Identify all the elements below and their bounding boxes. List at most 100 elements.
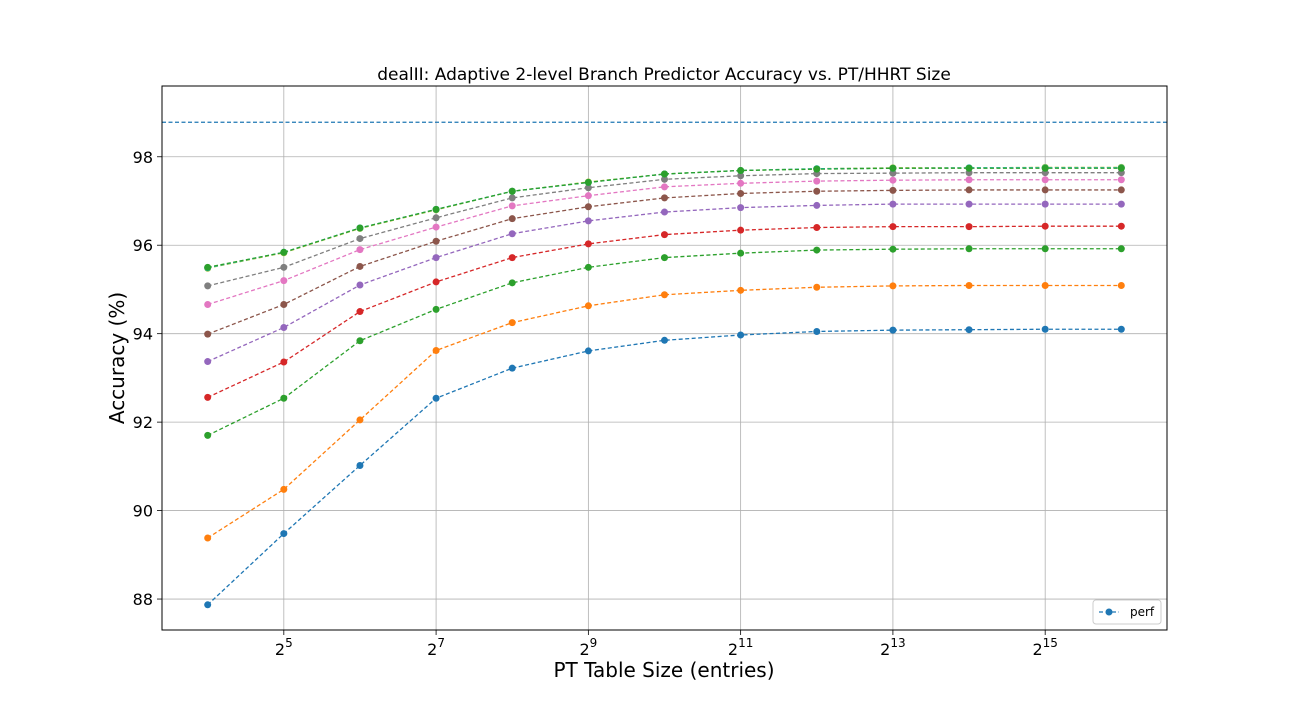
- data-point: [432, 305, 440, 313]
- data-point: [584, 263, 592, 271]
- data-point: [965, 200, 973, 208]
- data-point: [356, 224, 364, 232]
- data-point: [1117, 245, 1125, 253]
- data-point: [204, 300, 212, 308]
- data-point: [737, 226, 745, 234]
- chart-title: dealII: Adaptive 2-level Branch Predicto…: [377, 65, 951, 85]
- data-point: [1117, 186, 1125, 194]
- legend-marker-perf: [1105, 608, 1113, 616]
- data-point: [280, 323, 288, 331]
- data-point: [280, 300, 288, 308]
- data-point: [661, 231, 668, 239]
- data-point: [432, 278, 440, 286]
- data-point: [965, 326, 973, 334]
- data-point: [1041, 200, 1049, 208]
- data-point: [508, 254, 516, 262]
- data-point: [889, 164, 897, 172]
- x-tick-label: 27: [427, 636, 445, 659]
- data-point: [1117, 281, 1125, 289]
- data-point: [508, 202, 516, 210]
- data-point: [356, 461, 364, 469]
- data-point: [280, 248, 288, 256]
- data-point: [661, 208, 668, 216]
- data-point: [432, 237, 440, 245]
- data-point: [432, 214, 440, 222]
- y-axis: 88 90 92 94 96 98: [133, 148, 162, 609]
- data-point: [584, 302, 592, 310]
- x-tick-label: 215: [1032, 636, 1057, 659]
- data-point: [661, 291, 668, 299]
- series-2: [204, 245, 1125, 439]
- data-point: [432, 394, 440, 402]
- data-point: [280, 394, 288, 402]
- data-point: [889, 169, 897, 177]
- x-tick-label: 213: [880, 636, 905, 659]
- series-1: [204, 281, 1125, 542]
- data-point: [813, 201, 821, 209]
- data-point: [965, 176, 973, 184]
- data-point: [1041, 176, 1049, 184]
- grid: [162, 86, 1167, 630]
- data-point: [508, 230, 516, 238]
- data-point: [204, 534, 212, 542]
- data-point: [965, 281, 973, 289]
- series-0: [204, 325, 1125, 609]
- data-point: [737, 249, 745, 257]
- data-point: [737, 166, 745, 174]
- data-point: [813, 187, 821, 195]
- y-tick-label: 94: [133, 325, 153, 344]
- data-point: [584, 347, 592, 355]
- y-tick-label: 96: [133, 236, 153, 255]
- data-point: [661, 183, 668, 191]
- data-point: [204, 330, 212, 338]
- data-point: [737, 179, 745, 187]
- data-point: [356, 308, 364, 316]
- data-point: [889, 200, 897, 208]
- data-point: [584, 240, 592, 248]
- legend: perf: [1092, 599, 1162, 625]
- data-point: [432, 254, 440, 262]
- data-point: [204, 263, 212, 271]
- data-point: [356, 235, 364, 243]
- data-point: [508, 364, 516, 372]
- data-point: [737, 204, 745, 212]
- data-point: [889, 223, 897, 231]
- data-point: [584, 203, 592, 211]
- data-point: [280, 530, 288, 538]
- series-3: [204, 222, 1125, 401]
- data-point: [1117, 200, 1125, 208]
- data-point: [508, 187, 516, 195]
- x-tick-label: 25: [275, 636, 293, 659]
- data-point: [813, 327, 821, 335]
- y-tick-label: 88: [133, 590, 153, 609]
- data-point: [508, 319, 516, 327]
- data-point: [280, 263, 288, 271]
- data-point: [661, 336, 668, 344]
- series-4: [204, 200, 1125, 366]
- data-point: [432, 346, 440, 354]
- data-point: [965, 164, 973, 172]
- data-point: [508, 215, 516, 223]
- legend-label-perf: perf: [1130, 605, 1155, 619]
- data-point: [889, 176, 897, 184]
- data-point: [889, 326, 897, 334]
- data-point: [204, 601, 212, 609]
- data-point: [1117, 222, 1125, 230]
- data-point: [813, 224, 821, 232]
- data-point: [1041, 186, 1049, 194]
- data-point: [1041, 281, 1049, 289]
- data-point: [584, 184, 592, 192]
- data-point: [204, 282, 212, 290]
- data-point: [889, 282, 897, 290]
- data-point: [356, 262, 364, 270]
- plot-area-frame: [161, 85, 1168, 631]
- x-tick-label: 29: [579, 636, 597, 659]
- data-point: [508, 194, 516, 202]
- series-5: [204, 186, 1125, 338]
- y-tick-label: 98: [133, 148, 153, 167]
- series-group: [204, 163, 1125, 609]
- data-point: [1041, 222, 1049, 230]
- data-point: [1117, 164, 1125, 172]
- data-point: [204, 431, 212, 439]
